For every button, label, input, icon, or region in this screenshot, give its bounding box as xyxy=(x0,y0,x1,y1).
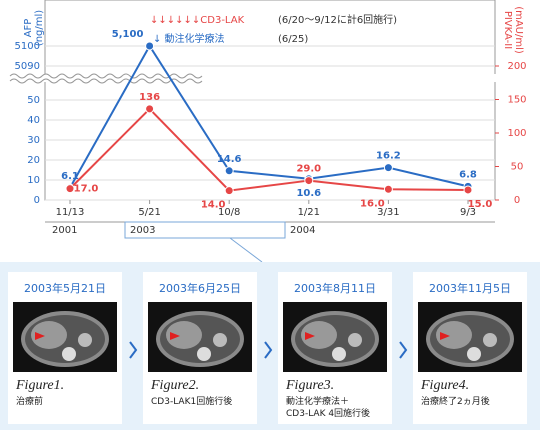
y-tick-label: 30 xyxy=(27,135,40,146)
x-tick-label: 3/31 xyxy=(377,207,399,218)
figure-label: Figure3. xyxy=(286,378,335,393)
data-point xyxy=(224,186,234,196)
data-label: 14.0 xyxy=(201,200,226,211)
y-tick-label: 40 xyxy=(27,115,40,126)
data-point xyxy=(304,176,314,186)
data-label: 6.1 xyxy=(61,171,79,182)
y-tick-label: 10 xyxy=(27,175,40,186)
data-label: 136 xyxy=(139,92,160,103)
y2-tick-label: 150 xyxy=(507,95,526,106)
x-tick-label: 11/13 xyxy=(56,207,85,218)
data-label: 10.6 xyxy=(296,188,321,199)
data-label: 17.0 xyxy=(74,184,99,195)
data-label: 14.6 xyxy=(217,154,242,165)
y2-tick-label: 200 xyxy=(507,61,526,72)
y2-tick-label: 0 xyxy=(514,195,520,206)
panel-date: 2003年11月5日 xyxy=(429,282,511,295)
x-tick-label: 10/8 xyxy=(218,207,240,218)
y2-tick-label: 100 xyxy=(507,128,526,139)
y-tick-label: 50 xyxy=(27,95,40,106)
ct-image xyxy=(283,302,387,372)
figure-label: Figure4. xyxy=(421,378,470,393)
data-label: 16.2 xyxy=(376,151,401,162)
chart: 0 10 20 30 40 50 5090 5100 0 50 100 150 200 AFP (ng/ml… xyxy=(0,0,527,263)
annotation: ↓ 動注化学療法 xyxy=(153,32,225,45)
x-tick-label: 9/3 xyxy=(460,207,476,218)
data-point xyxy=(383,163,393,173)
y-tick-label: 5090 xyxy=(15,61,40,72)
ct-image xyxy=(13,302,117,372)
panel: 2003年5月21日 Figure1. 治療前 xyxy=(8,272,122,424)
data-point xyxy=(463,185,473,195)
panel: 2003年6月25日 Figure2. CD3-LAK1回施行後 xyxy=(143,272,257,424)
y-tick-label: 5100 xyxy=(15,41,40,52)
data-label: 16.0 xyxy=(360,198,385,209)
data-label: 6.8 xyxy=(459,169,477,180)
caption: 治療前 xyxy=(16,397,44,407)
data-point xyxy=(65,184,75,194)
annotation: (6/20〜9/12に計6回施行) xyxy=(278,13,397,26)
y-tick-label: 0 xyxy=(34,195,40,206)
ct-image xyxy=(418,302,522,372)
panel: 2003年11月5日 Figure4. 治療終了2ヵ月後 xyxy=(413,272,527,424)
y-axis-label: AFP xyxy=(23,19,34,38)
series-line xyxy=(69,44,469,189)
figure-label: Figure1. xyxy=(16,378,65,393)
data-label: 29.0 xyxy=(296,164,321,175)
caption: 動注化学療法＋ xyxy=(286,397,350,407)
caption: CD3-LAK1回施行後 xyxy=(151,397,233,407)
caption: 治療終了2ヵ月後 xyxy=(421,397,490,407)
data-point xyxy=(145,104,155,114)
pointer xyxy=(229,237,263,263)
ct-image xyxy=(148,302,252,372)
data-point xyxy=(383,184,393,194)
caption: CD3-LAK 4回施行後 xyxy=(286,409,371,419)
x-tick-label: 1/21 xyxy=(298,207,320,218)
data-label: 5,100 xyxy=(112,29,144,40)
y2-tick-label: 50 xyxy=(511,162,524,173)
panel: 2003年8月11日 Figure3. 動注化学療法＋ CD3-LAK 4回施行後 xyxy=(278,272,392,424)
data-point xyxy=(224,166,234,176)
data-label: 15.0 xyxy=(468,199,493,210)
panel-date: 2003年6月25日 xyxy=(159,282,241,295)
annotation: (6/25) xyxy=(278,34,308,45)
x-tick-label: 5/21 xyxy=(138,207,160,218)
panel-date: 2003年5月21日 xyxy=(24,282,106,295)
year-label: 2001 xyxy=(52,225,77,236)
year-label: 2004 xyxy=(290,225,315,236)
break-mark xyxy=(9,78,203,84)
y-tick-label: 20 xyxy=(27,155,40,166)
annotation: ↓↓↓↓↓↓CD3-LAK xyxy=(150,15,245,26)
break-mark xyxy=(9,73,203,79)
year-label: 2003 xyxy=(130,225,155,236)
chevrons xyxy=(129,341,408,359)
data-point xyxy=(145,41,155,51)
panel-date: 2003年8月11日 xyxy=(294,282,376,295)
series-line xyxy=(69,107,469,192)
figure-label: Figure2. xyxy=(151,378,200,393)
y2-axis-label: PIVKA-II xyxy=(502,11,513,49)
y2-axis-label: (mAU/ml) xyxy=(513,6,524,54)
y-axis-label: (ng/ml) xyxy=(34,10,45,46)
break-gap xyxy=(0,74,499,82)
